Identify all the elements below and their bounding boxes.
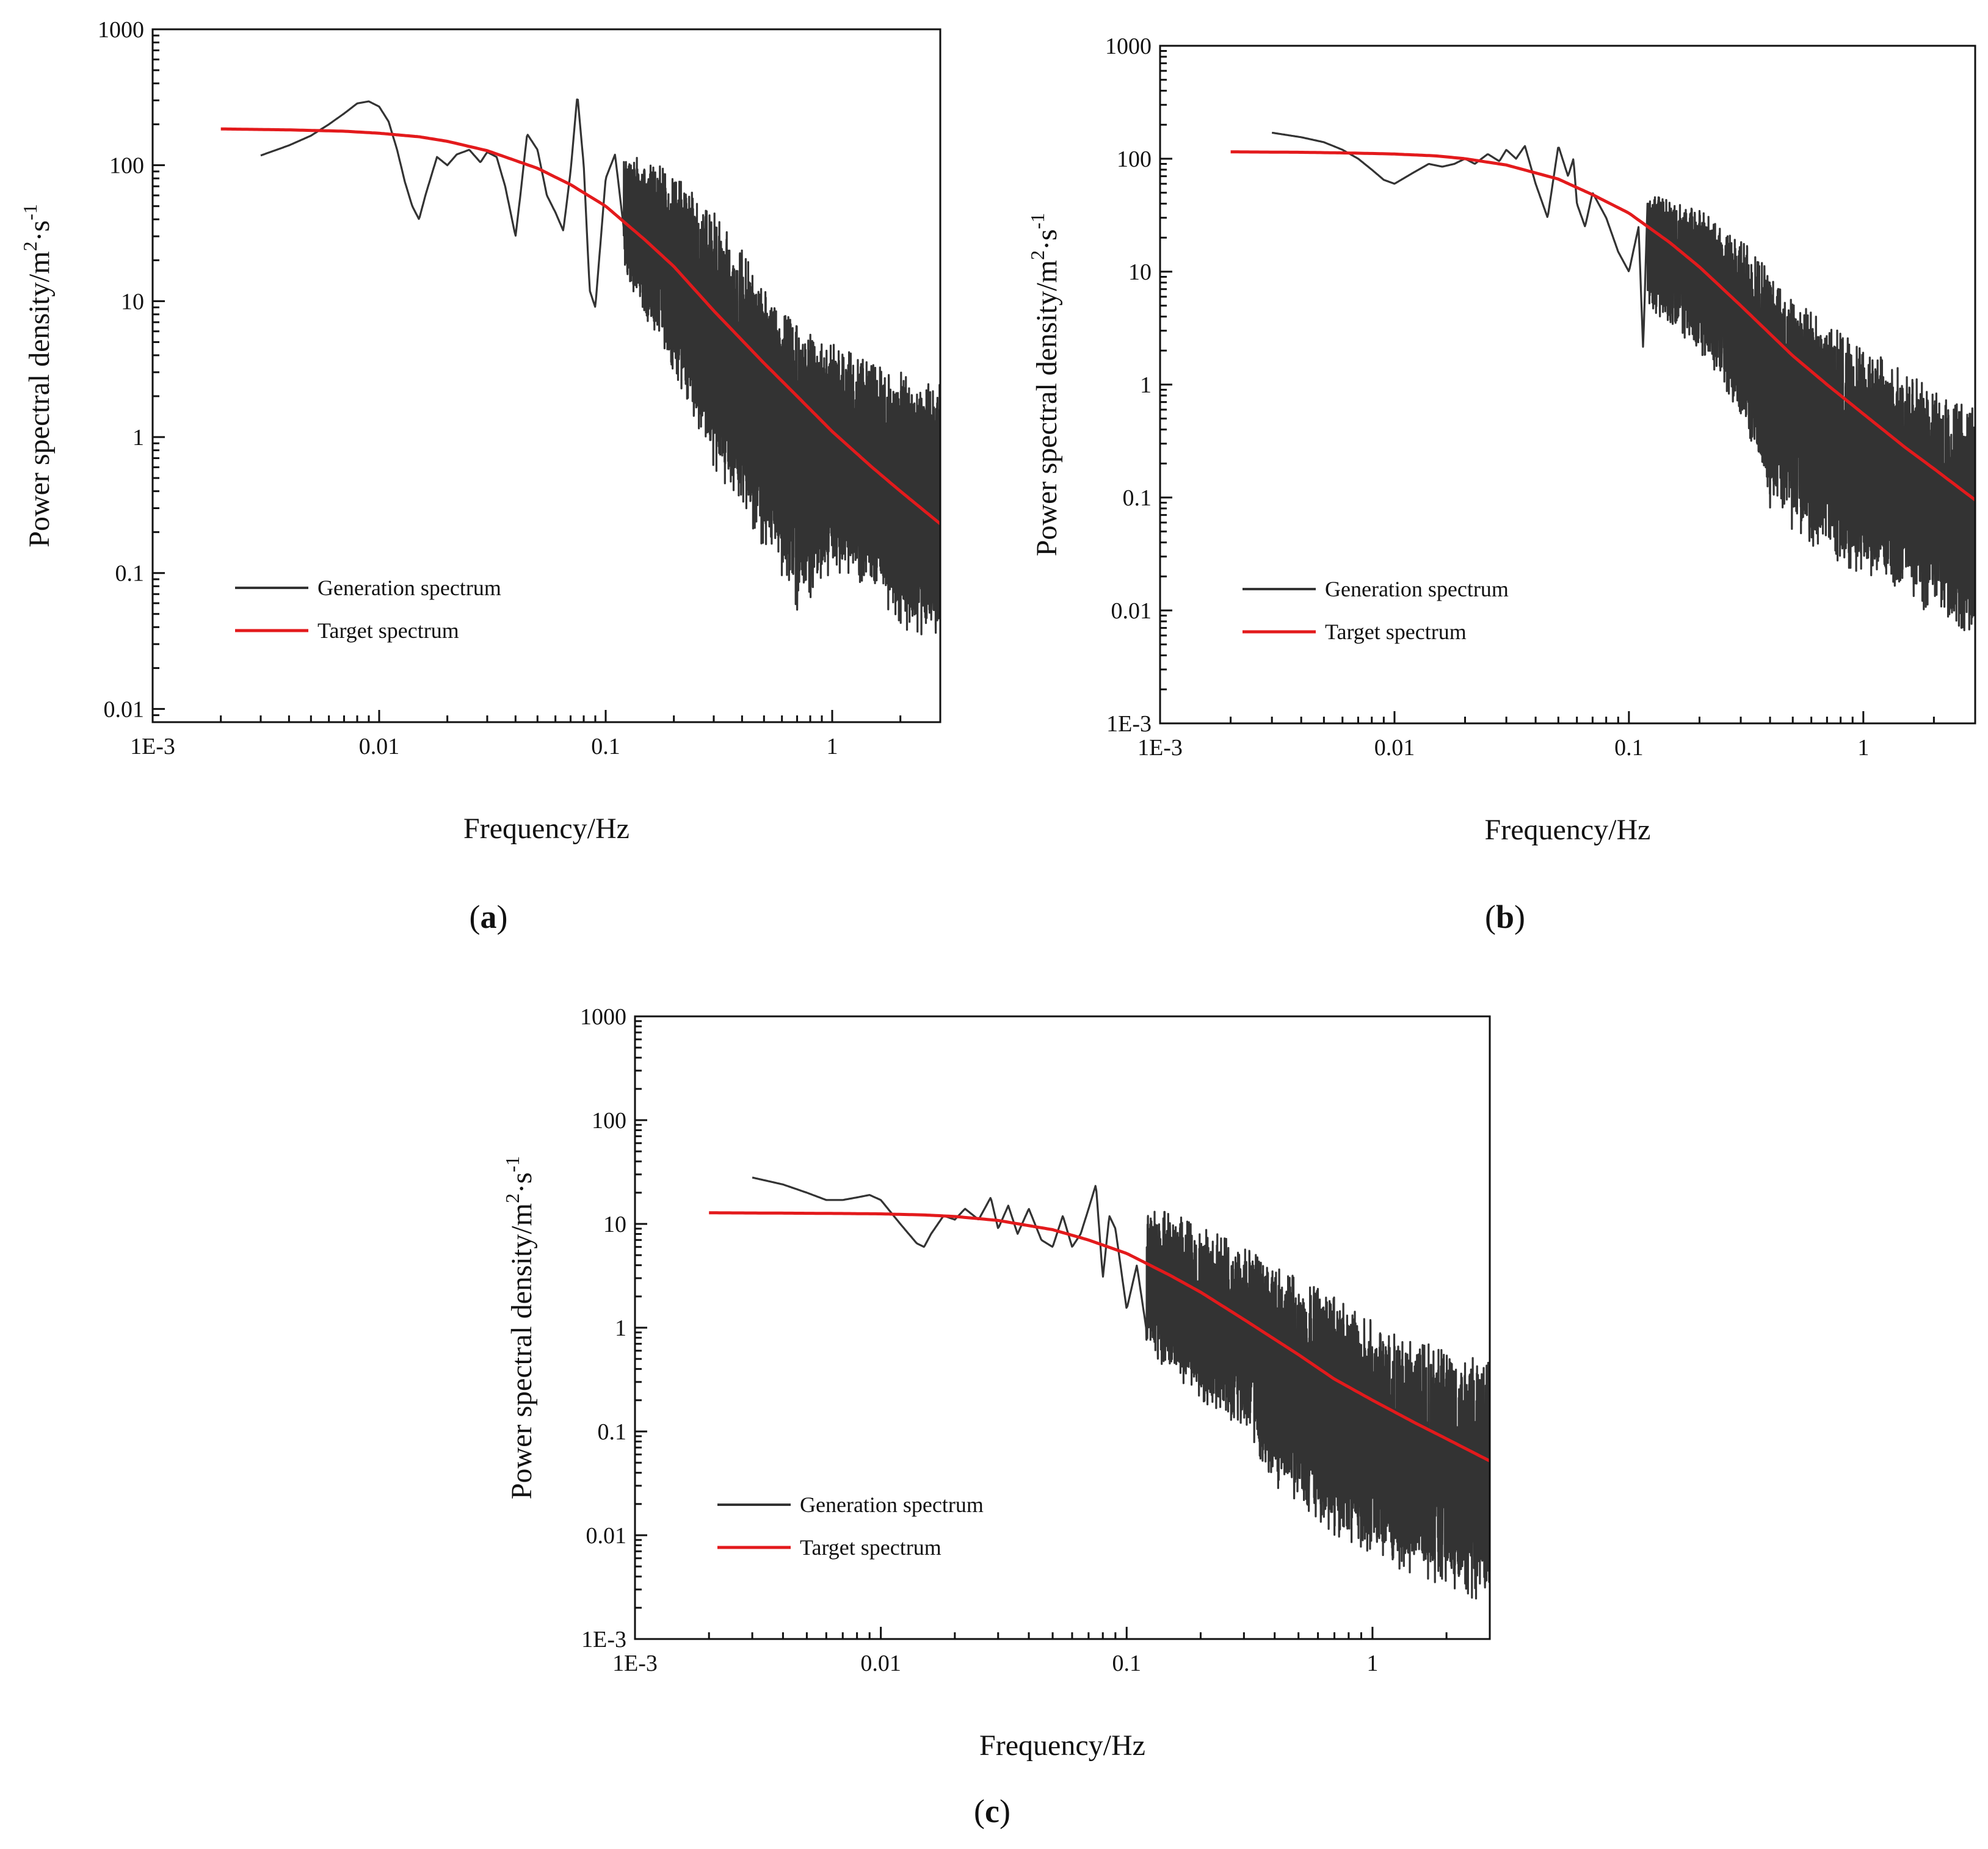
legend: Generation spectrum Target spectrum bbox=[717, 1493, 984, 1560]
y-tick-label: 1E-3 bbox=[581, 1627, 626, 1652]
x-tick-label: 1E-3 bbox=[1137, 735, 1183, 761]
x-axis-label: Frequency/Hz bbox=[1485, 814, 1651, 846]
y-axis-label-sup: 2 bbox=[1026, 250, 1048, 260]
x-axis-label: Frequency/Hz bbox=[463, 812, 629, 845]
panel-letter: b bbox=[1496, 899, 1514, 935]
x-tick-label: 0.01 bbox=[1374, 735, 1415, 761]
y-tick-label: 10 bbox=[121, 289, 144, 314]
legend: Generation spectrum Target spectrum bbox=[235, 576, 501, 643]
y-axis-label-sup: 2 bbox=[501, 1193, 523, 1203]
panel-letter: c bbox=[985, 1793, 999, 1829]
legend-label-target: Target spectrum bbox=[800, 1535, 941, 1560]
chart-panel-b: 1E-3 0.01 0.1 1 1E-3 0.01 0.1 1 10 100 1000 Frequen… bbox=[1026, 34, 1976, 935]
y-tick-label: 0.01 bbox=[586, 1523, 627, 1549]
x-tick-label: 0.01 bbox=[359, 734, 400, 759]
x-tick-label: 1 bbox=[1366, 1651, 1378, 1676]
y-axis-label-main: Power spectral density/m bbox=[1031, 260, 1063, 556]
panel-letter: a bbox=[481, 899, 497, 935]
y-axis-label: Power spectral density/m2·s-1 bbox=[501, 1156, 538, 1500]
y-tick-label: 1 bbox=[1140, 372, 1152, 398]
x-tick-label: 1 bbox=[1857, 735, 1869, 761]
legend-label-target: Target spectrum bbox=[1325, 620, 1467, 644]
y-axis-label-main: Power spectral density/m bbox=[23, 251, 56, 548]
y-tick-label: 1E-3 bbox=[1106, 711, 1152, 737]
panel-label: (a) bbox=[470, 899, 508, 935]
y-axis-label: Power spectral density/m2·s-1 bbox=[1026, 213, 1063, 557]
y-tick-label: 1 bbox=[132, 425, 144, 450]
y-tick-label: 0.1 bbox=[1123, 485, 1152, 511]
panel-label: (c) bbox=[974, 1793, 1010, 1829]
x-tick-label: 1E-3 bbox=[612, 1651, 658, 1676]
y-axis-label-sup: -1 bbox=[501, 1156, 523, 1173]
x-tick-label: 1 bbox=[826, 734, 838, 759]
y-tick-label: 100 bbox=[592, 1108, 626, 1134]
y-tick-label: 1000 bbox=[1105, 34, 1152, 59]
x-tick-label: 0.1 bbox=[1614, 735, 1644, 761]
y-axis-label-sup: -1 bbox=[19, 204, 41, 220]
y-axis-label-mid: ·s bbox=[506, 1172, 538, 1193]
y-axis-label-sup: 2 bbox=[19, 242, 41, 251]
y-tick-label: 10 bbox=[603, 1212, 626, 1237]
legend: Generation spectrum Target spectrum bbox=[1242, 577, 1509, 644]
y-axis-label-sup: -1 bbox=[1026, 213, 1048, 230]
legend-label-generation: Generation spectrum bbox=[800, 1493, 984, 1517]
target-spectrum-line bbox=[1230, 150, 1975, 502]
y-tick-label: 1000 bbox=[98, 17, 144, 43]
y-tick-label: 0.01 bbox=[104, 697, 145, 722]
x-tick-label: 1E-3 bbox=[130, 734, 175, 759]
y-tick-label: 0.01 bbox=[1111, 598, 1152, 624]
legend-label-generation: Generation spectrum bbox=[317, 576, 501, 600]
chart-panel-c: 1E-3 0.01 0.1 1 1E-3 0.01 0.1 1 10 100 1000 Frequen… bbox=[501, 1004, 1491, 1829]
x-tick-label: 0.01 bbox=[860, 1651, 901, 1676]
generation-spectrum-line bbox=[260, 98, 940, 635]
y-tick-label: 1 bbox=[615, 1315, 626, 1341]
y-tick-label: 0.1 bbox=[115, 561, 145, 587]
x-tick-label: 0.1 bbox=[591, 734, 620, 759]
y-tick-label: 0.1 bbox=[598, 1419, 627, 1445]
y-tick-label: 100 bbox=[109, 153, 144, 179]
x-tick-label: 0.1 bbox=[1112, 1651, 1142, 1676]
chart-panel-a: 1E-3 0.01 0.1 1 0.01 0.1 1 10 100 1000 Frequency/H… bbox=[19, 17, 941, 935]
y-axis-label-mid: ·s bbox=[23, 220, 56, 242]
target-spectrum-line bbox=[220, 127, 940, 526]
plot-frame bbox=[151, 28, 941, 723]
y-axis-label-main: Power spectral density/m bbox=[506, 1203, 538, 1499]
legend-label-generation: Generation spectrum bbox=[1325, 577, 1509, 601]
panel-label: (b) bbox=[1485, 899, 1525, 935]
legend-label-target: Target spectrum bbox=[317, 618, 459, 643]
generation-spectrum-line bbox=[1271, 131, 1975, 631]
target-spectrum-line bbox=[709, 1211, 1490, 1463]
x-axis-label: Frequency/Hz bbox=[979, 1729, 1145, 1762]
generation-spectrum-line bbox=[752, 1176, 1490, 1600]
y-tick-label: 1000 bbox=[580, 1004, 626, 1030]
y-axis-label: Power spectral density/m2·s-1 bbox=[19, 204, 56, 548]
y-tick-label: 100 bbox=[1117, 147, 1152, 172]
y-axis-label-mid: ·s bbox=[1031, 229, 1063, 250]
y-tick-label: 10 bbox=[1128, 259, 1152, 285]
